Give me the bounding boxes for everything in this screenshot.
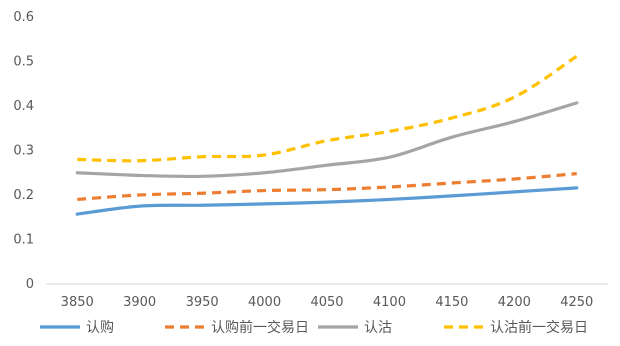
x-tick-label: 4150 (435, 295, 468, 310)
series-line-put (75, 101, 579, 179)
legend-label-put: 认沽 (364, 320, 392, 336)
y-tick-label: 0.3 (13, 144, 34, 159)
legend-label-call-previous-day: 认购前一交易日 (211, 319, 309, 336)
legend: 认购 认购前一交易日 认沽 认沽前一交易日 (40, 319, 588, 336)
series-line-put-previous-day (77, 54, 578, 163)
axes: 0 0.1 0.2 0.3 0.4 0.5 0.6 3850 3900 3950 4000 4050 4… (13, 10, 608, 310)
x-tick-label: 4000 (248, 295, 281, 310)
series-line-call (75, 186, 579, 216)
y-tick-label: 0.5 (13, 55, 34, 70)
x-tick-label: 3950 (186, 295, 219, 310)
series-line-call-previous-day (77, 172, 577, 202)
legend-label-put-previous-day: 认沽前一交易日 (490, 319, 588, 336)
x-tick-label: 4100 (373, 295, 406, 310)
x-tick-label: 4250 (560, 295, 593, 310)
x-tick-label: 4200 (498, 295, 531, 310)
y-tick-label: 0.2 (13, 188, 34, 203)
y-tick-label: 0 (26, 277, 34, 292)
y-tick-label: 0.1 (13, 233, 34, 248)
x-tick-label: 4050 (310, 295, 343, 310)
x-tick-label: 3900 (123, 295, 156, 310)
x-tick-label: 3850 (61, 295, 94, 310)
y-tick-label: 0.4 (13, 99, 34, 114)
series-lines (75, 54, 579, 216)
legend-label-call: 认购 (86, 320, 114, 336)
y-tick-label: 0.6 (13, 10, 34, 25)
